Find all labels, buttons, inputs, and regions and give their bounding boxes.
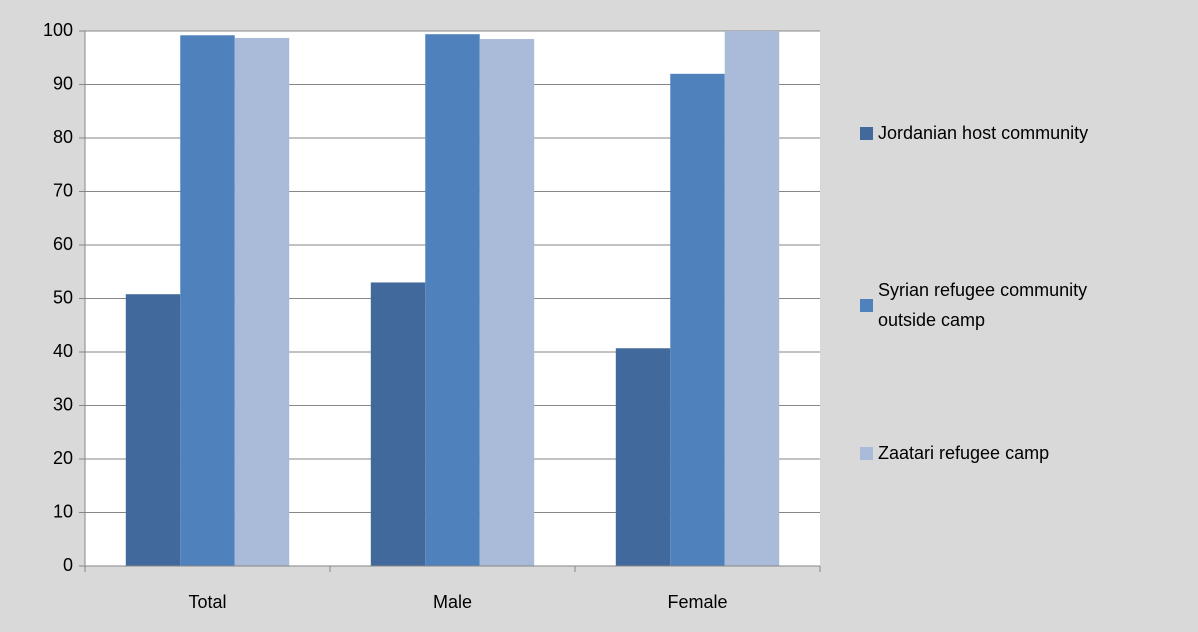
x-tick-label: Total bbox=[188, 592, 226, 612]
y-tick-label: 40 bbox=[53, 341, 73, 361]
x-tick-label: Female bbox=[667, 592, 727, 612]
bar bbox=[479, 39, 535, 566]
bar bbox=[615, 348, 671, 566]
legend-swatch bbox=[860, 126, 873, 140]
y-tick-label: 80 bbox=[53, 127, 73, 147]
y-tick-label: 20 bbox=[53, 448, 73, 468]
y-tick-label: 0 bbox=[63, 555, 73, 575]
bar bbox=[180, 35, 235, 566]
legend-item: Zaatari refugee camp bbox=[860, 438, 1108, 468]
bar bbox=[370, 282, 426, 566]
y-tick-label: 60 bbox=[53, 234, 73, 254]
bar bbox=[670, 73, 725, 567]
bar bbox=[425, 34, 480, 566]
y-tick-label: 50 bbox=[53, 287, 73, 307]
legend-item: Jordanian host community bbox=[860, 118, 1108, 148]
bar bbox=[125, 294, 181, 566]
y-tick-label: 100 bbox=[43, 20, 73, 40]
y-tick-label: 70 bbox=[53, 180, 73, 200]
bar bbox=[234, 37, 290, 566]
legend-item: Syrian refugee community outside camp bbox=[860, 275, 1108, 335]
bar bbox=[724, 31, 780, 566]
y-tick-label: 90 bbox=[53, 73, 73, 93]
legend-label: Syrian refugee community outside camp bbox=[878, 280, 1088, 330]
y-tick-label: 10 bbox=[53, 501, 73, 521]
legend-swatch bbox=[860, 446, 873, 460]
y-tick-label: 30 bbox=[53, 394, 73, 414]
x-tick-label: Male bbox=[433, 592, 472, 612]
legend-label: Jordanian host community bbox=[878, 123, 1089, 143]
legend-label: Zaatari refugee camp bbox=[878, 443, 1050, 463]
legend-swatch bbox=[860, 298, 873, 312]
